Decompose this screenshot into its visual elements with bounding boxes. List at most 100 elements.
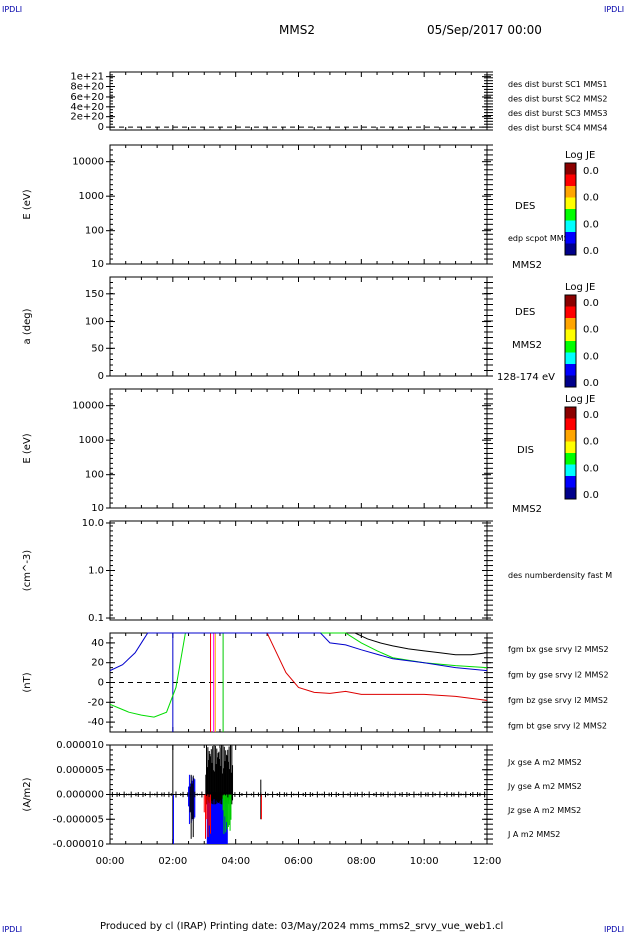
plot-title: MMS2 xyxy=(279,23,315,37)
current-burst-block xyxy=(206,792,228,844)
y-tick-label: -40 xyxy=(88,717,104,728)
x-tick-label: 06:00 xyxy=(284,856,313,867)
y-tick-label: 20 xyxy=(91,658,104,669)
panel-frame-p1 xyxy=(109,71,488,131)
colorbar-segment xyxy=(565,453,576,465)
x-tick-label: 00:00 xyxy=(96,856,125,867)
colorbar-segment xyxy=(565,407,576,419)
colorbar-segment xyxy=(565,232,576,244)
y-axis-label: a (deg) xyxy=(22,308,33,344)
colorbar-tick-label: 0.0 xyxy=(583,246,599,257)
legend-entry: Jy gse A m2 MMS2 xyxy=(507,782,582,791)
y-tick-label: 10 xyxy=(91,503,104,514)
x-tick-label: 04:00 xyxy=(221,856,250,867)
y-tick-label: 0 xyxy=(98,371,104,382)
panel-label-secondary: edp scpot MMS2 xyxy=(508,234,574,243)
colorbar-tick-label: 0.0 xyxy=(583,378,599,389)
y-tick-label: 10.0 xyxy=(82,518,104,529)
legend-entry: des dist burst SC2 MMS2 xyxy=(508,95,607,104)
colorbar-segment xyxy=(565,430,576,442)
panel-frame-p4 xyxy=(109,388,488,509)
colorbar-tick-label: 0.0 xyxy=(583,325,599,336)
legend-entry: Jz gse A m2 MMS2 xyxy=(507,806,581,815)
panel-frame-p5 xyxy=(109,520,488,621)
y-axis-label: E (eV) xyxy=(22,189,33,219)
legend-entry: fgm bt gse srvy l2 MMS2 xyxy=(508,722,607,731)
colorbar-segment xyxy=(565,441,576,454)
colorbar-tick-label: 0.0 xyxy=(583,490,599,501)
y-axis-label: (A/m2) xyxy=(22,777,33,811)
series-line-3 xyxy=(354,632,488,656)
colorbar-segment xyxy=(565,375,576,388)
legend-entry: des dist burst SC1 MMS1 xyxy=(508,80,607,89)
y-tick-label: 8e+20 xyxy=(70,82,104,93)
y-tick-label: 10 xyxy=(91,259,104,270)
y-tick-label: -0.000010 xyxy=(53,839,104,850)
colorbar-title: Log JE xyxy=(565,282,595,293)
y-tick-label: 150 xyxy=(85,289,104,300)
x-tick-label: 10:00 xyxy=(410,856,439,867)
colorbar-frame xyxy=(564,406,577,500)
colorbar-segment xyxy=(565,243,576,256)
panel-frame-p3 xyxy=(109,276,488,377)
y-tick-label: 6e+20 xyxy=(70,92,104,103)
y-tick-label: 100 xyxy=(85,470,104,481)
y-tick-label: 10000 xyxy=(72,401,104,412)
y-tick-label: 1000 xyxy=(79,435,104,446)
y-tick-label: 100 xyxy=(85,317,104,328)
colorbar-title: Log JE xyxy=(565,150,595,161)
colorbar-tick-label: 0.0 xyxy=(583,298,599,309)
colorbar-segment xyxy=(565,174,576,187)
x-tick-label: 02:00 xyxy=(158,856,187,867)
y-tick-label: 0.000000 xyxy=(56,790,104,801)
legend-entry: J A m2 MMS2 xyxy=(507,830,560,839)
legend-entry: des dist burst SC3 MMS3 xyxy=(508,109,607,118)
colorbar-segment xyxy=(565,220,576,233)
y-axis-label: (nT) xyxy=(22,672,33,692)
colorbar-tick-label: 0.0 xyxy=(583,437,599,448)
y-tick-label: -0.000005 xyxy=(53,814,104,825)
corner-label-tl: IPDLI xyxy=(2,5,22,14)
colorbar-segment xyxy=(565,341,576,353)
colorbar-segment xyxy=(565,476,576,488)
panel-sublabel: 128-174 eV xyxy=(497,372,555,383)
legend-entry: Jx gse A m2 MMS2 xyxy=(507,758,582,767)
colorbar-segment xyxy=(565,364,576,376)
colorbar-segment xyxy=(565,418,576,431)
legend-entry: fgm by gse srvy l2 MMS2 xyxy=(508,671,609,680)
corner-label-br: IPDLI xyxy=(604,925,624,934)
colorbar-segment xyxy=(565,487,576,500)
legend-entry: fgm bx gse srvy l2 MMS2 xyxy=(508,645,609,654)
colorbar-tick-label: 0.0 xyxy=(583,166,599,177)
colorbar-segment xyxy=(565,209,576,221)
panel-label-secondary: MMS2 xyxy=(512,340,542,351)
y-tick-label: 1000 xyxy=(79,191,104,202)
colorbar-frame xyxy=(564,294,577,388)
colorbar-segment xyxy=(565,352,576,365)
corner-label-bl: IPDLI xyxy=(2,925,22,934)
colorbar-tick-label: 0.0 xyxy=(583,463,599,474)
y-tick-label: 4e+20 xyxy=(70,102,104,113)
y-tick-label: 10000 xyxy=(72,157,104,168)
y-tick-label: 50 xyxy=(91,343,104,354)
panel-sublabel: MMS2 xyxy=(512,260,542,271)
legend-entry: des dist burst SC4 MMS4 xyxy=(508,124,607,133)
y-tick-label: 0 xyxy=(98,122,104,133)
y-axis-label: E (eV) xyxy=(22,433,33,463)
series-line-1 xyxy=(109,632,488,718)
panel-sublabel: MMS2 xyxy=(512,504,542,515)
panel-label: DES xyxy=(515,201,535,212)
panel-label: DES xyxy=(515,307,535,318)
x-tick-label: 08:00 xyxy=(347,856,376,867)
colorbar-tick-label: 0.0 xyxy=(583,219,599,230)
colorbar-frame xyxy=(564,162,577,256)
panel-label: des numberdensity fast M xyxy=(508,571,612,580)
colorbar-segment xyxy=(565,318,576,330)
colorbar-segment xyxy=(565,464,576,477)
footer-text: Produced by cl (IRAP) Printing date: 03/… xyxy=(100,921,503,932)
colorbar-segment xyxy=(565,186,576,198)
y-tick-label: -20 xyxy=(88,697,104,708)
colorbar-segment xyxy=(565,163,576,175)
y-axis-label: (cm^-3) xyxy=(22,550,33,591)
y-tick-label: 40 xyxy=(91,638,104,649)
